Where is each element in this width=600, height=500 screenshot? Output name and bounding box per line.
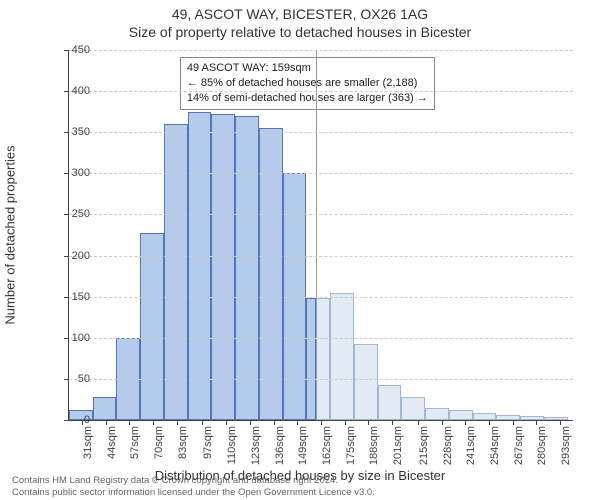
- y-tick-label: 350: [50, 126, 90, 138]
- histogram-bar: [449, 410, 473, 420]
- x-tick-label: 97sqm: [202, 426, 214, 459]
- histogram-bar: [164, 124, 188, 420]
- chart-subtitle: Size of property relative to detached ho…: [0, 24, 600, 40]
- x-tick-label: 267sqm: [513, 426, 525, 465]
- info-box: 49 ASCOT WAY: 159sqm← 85% of detached ho…: [180, 57, 435, 110]
- address-title: 49, ASCOT WAY, BICESTER, OX26 1AG: [0, 6, 600, 22]
- footer-line2: Contains public sector information licen…: [12, 487, 375, 498]
- x-tick-label: 254sqm: [489, 426, 501, 465]
- footer-line1: Contains HM Land Registry data © Crown c…: [12, 475, 375, 486]
- x-tick-label: 215sqm: [418, 426, 430, 465]
- histogram-bar: [544, 417, 568, 420]
- x-tick-label: 83sqm: [177, 426, 189, 459]
- histogram-bar: [235, 116, 259, 420]
- x-tick-label: 201sqm: [392, 426, 404, 465]
- info-line: ← 85% of detached houses are smaller (2,…: [187, 76, 428, 91]
- info-line: 49 ASCOT WAY: 159sqm: [187, 61, 428, 76]
- x-tick-label: 293sqm: [560, 426, 572, 465]
- y-tick-label: 250: [50, 208, 90, 220]
- info-line: 14% of semi-detached houses are larger (…: [187, 91, 428, 106]
- x-tick-label: 162sqm: [321, 426, 333, 465]
- histogram-bar: [188, 112, 212, 420]
- plot-area: 49 ASCOT WAY: 159sqm← 85% of detached ho…: [68, 50, 573, 421]
- y-axis-label: Number of detached properties: [3, 145, 18, 324]
- y-tick-label: 200: [50, 250, 90, 262]
- histogram-bar: [316, 298, 331, 420]
- y-tick-label: 100: [50, 332, 90, 344]
- x-tick-label: 110sqm: [226, 426, 238, 464]
- x-tick-label: 228sqm: [442, 426, 454, 465]
- histogram-bar: [425, 408, 449, 420]
- chart-container: 49, ASCOT WAY, BICESTER, OX26 1AG Size o…: [0, 0, 600, 500]
- histogram-bar: [473, 413, 497, 420]
- x-tick-label: 136sqm: [274, 426, 286, 465]
- x-tick-label: 188sqm: [368, 426, 380, 465]
- y-tick-label: 50: [50, 373, 90, 385]
- x-tick-label: 123sqm: [250, 426, 262, 465]
- histogram-bar: [140, 233, 164, 420]
- histogram-bar: [520, 416, 544, 420]
- x-tick-label: 70sqm: [153, 426, 165, 459]
- y-tick-label: 450: [50, 44, 90, 56]
- histogram-bar: [211, 114, 235, 420]
- x-tick-label: 31sqm: [82, 426, 94, 459]
- histogram-bar: [401, 397, 425, 420]
- y-tick-label: 150: [50, 291, 90, 303]
- histogram-bar: [378, 385, 402, 420]
- x-tick-label: 149sqm: [297, 426, 309, 465]
- y-tick-label: 0: [50, 414, 90, 426]
- x-tick-label: 44sqm: [106, 426, 118, 459]
- footer-attribution: Contains HM Land Registry data © Crown c…: [12, 475, 375, 498]
- x-tick-label: 280sqm: [536, 426, 548, 465]
- x-tick-label: 57sqm: [129, 426, 141, 459]
- y-tick-label: 300: [50, 167, 90, 179]
- x-tick-label: 241sqm: [465, 426, 477, 465]
- histogram-bar: [306, 298, 315, 420]
- x-tick-label: 175sqm: [345, 426, 357, 465]
- histogram-bar: [93, 397, 117, 420]
- histogram-bar: [354, 344, 378, 420]
- histogram-bar: [330, 293, 354, 420]
- histogram-bar: [496, 415, 520, 420]
- y-tick-label: 400: [50, 85, 90, 97]
- histogram-bar: [259, 128, 283, 420]
